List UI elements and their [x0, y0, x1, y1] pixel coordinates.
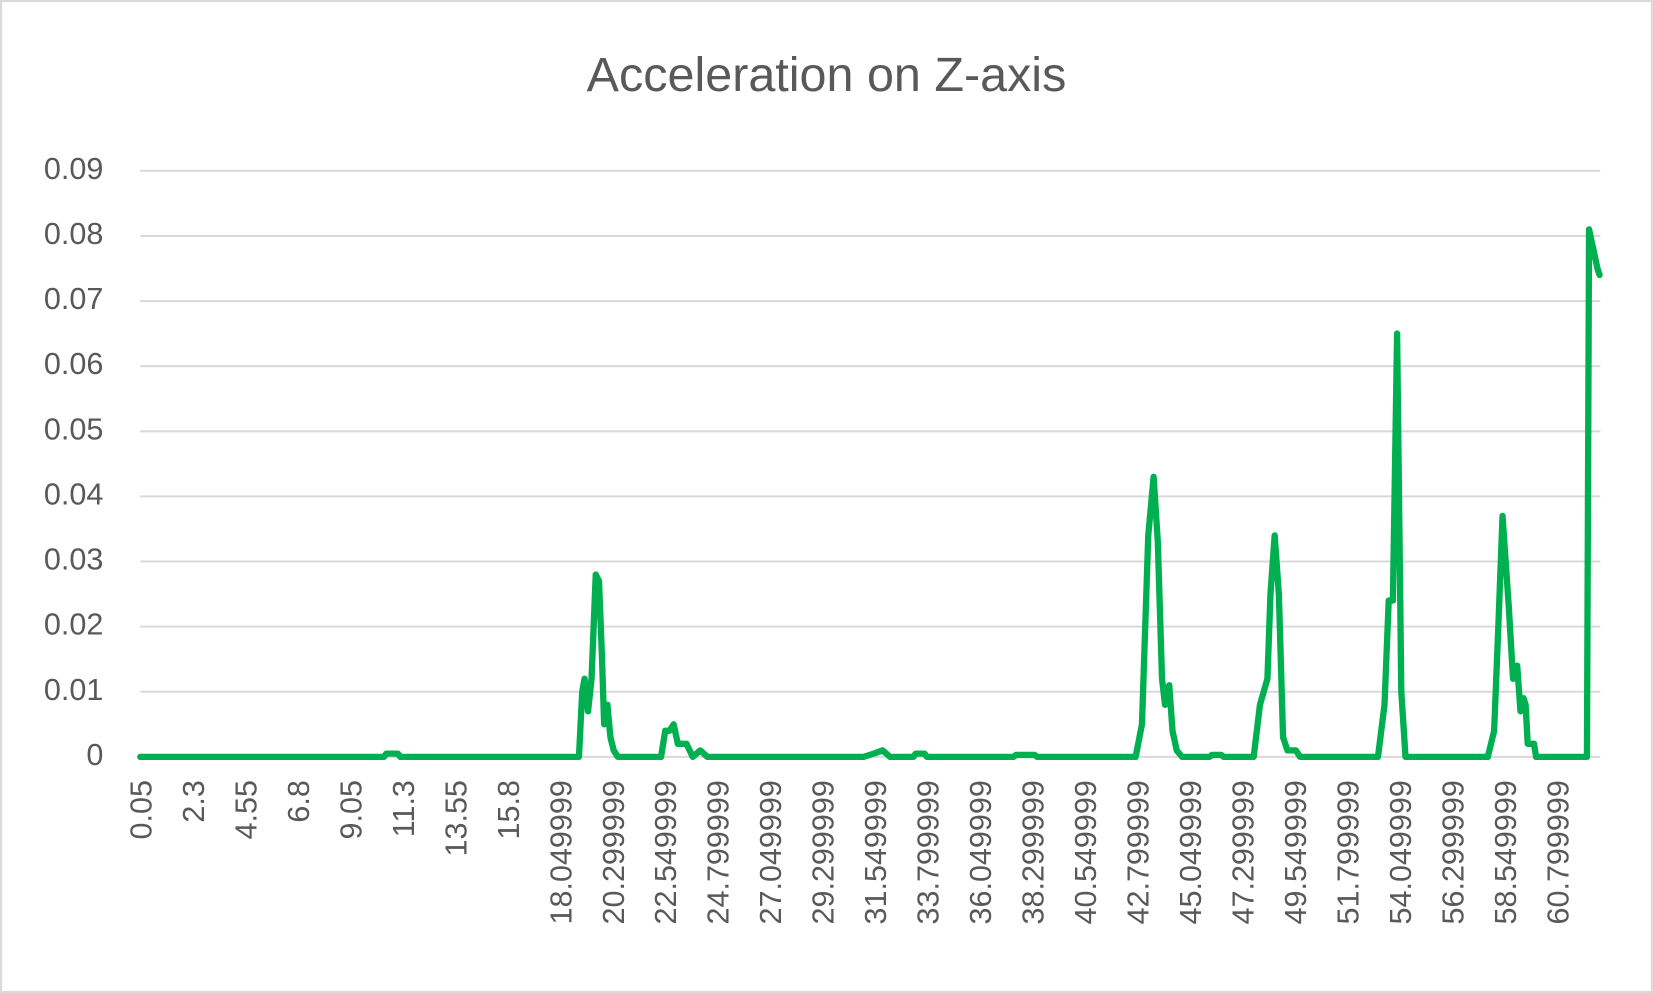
chart-title: Acceleration on Z-axis: [587, 48, 1067, 102]
x-tick-label: 29.299999: [807, 780, 841, 924]
x-tick-label: 54.049999: [1384, 780, 1418, 924]
x-tick-label: 0.05: [124, 780, 158, 839]
x-tick-label: 24.799999: [702, 780, 736, 924]
x-tick-label: 27.049999: [754, 780, 788, 924]
x-tick-label: 42.799999: [1122, 780, 1156, 924]
y-tick-label: 0.05: [44, 412, 103, 446]
x-tick-label: 31.549999: [859, 780, 893, 924]
x-tick-label: 11.3: [387, 780, 421, 837]
x-tick-label: 38.299999: [1017, 780, 1051, 924]
x-tick-label: 33.799999: [912, 780, 946, 924]
y-tick-label: 0.04: [44, 477, 103, 511]
x-tick-label: 18.049999: [544, 780, 578, 924]
y-tick-label: 0.01: [44, 673, 103, 707]
x-tick-label: 45.049999: [1174, 780, 1208, 924]
x-tick-label: 56.299999: [1436, 780, 1470, 924]
x-tick-label: 13.55: [439, 780, 473, 856]
x-tick-label: 15.8: [492, 780, 526, 839]
x-tick-label: 22.549999: [649, 780, 683, 924]
y-tick-label: 0: [86, 738, 103, 772]
x-tick-label: 2.3: [177, 780, 211, 822]
x-tick-label: 60.799999: [1541, 780, 1575, 924]
x-tick-label: 20.299999: [597, 780, 631, 924]
y-tick-label: 0.06: [44, 347, 103, 381]
x-tick-label: 47.299999: [1226, 780, 1260, 924]
y-tick-label: 0.08: [44, 217, 103, 251]
data-line: [137, 226, 1603, 761]
x-tick-label: 49.549999: [1279, 780, 1313, 924]
x-tick-label: 9.05: [334, 780, 368, 839]
x-tick-label: 40.549999: [1069, 780, 1103, 924]
x-tick-label: 58.549999: [1489, 780, 1523, 924]
y-tick-label: 0.07: [44, 282, 103, 316]
y-tick-label: 0.09: [44, 152, 103, 186]
x-tick-label: 51.799999: [1331, 780, 1365, 924]
x-tick-label: 6.8: [282, 780, 316, 822]
y-tick-label: 0.03: [44, 543, 103, 577]
x-tick-label: 36.049999: [964, 780, 998, 924]
x-tick-label: 4.55: [229, 780, 263, 839]
y-tick-label: 0.02: [44, 608, 103, 642]
